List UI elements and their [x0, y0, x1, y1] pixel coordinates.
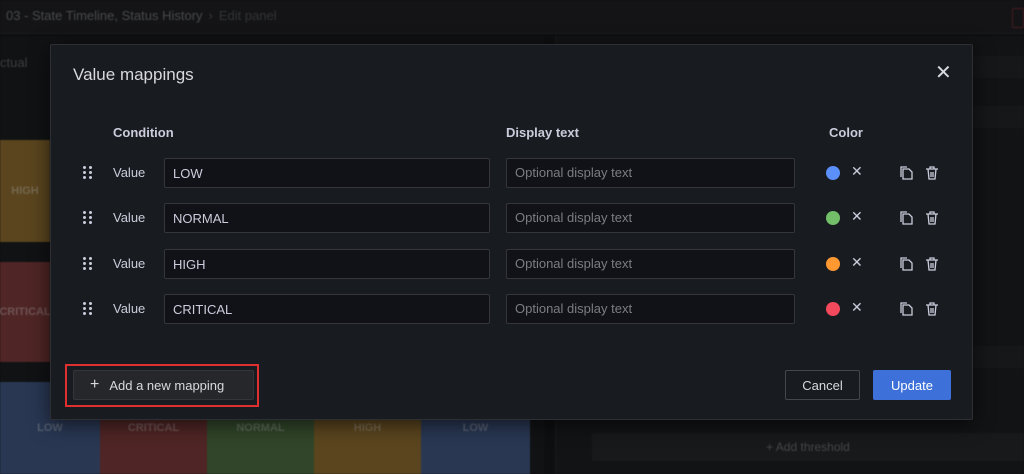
top-bar: 03 - State Timeline, Status History › Edit… — [0, 0, 1024, 34]
drag-handle-icon[interactable] — [83, 166, 93, 180]
display-text-placeholder: Optional display text — [515, 210, 633, 225]
drag-handle-icon[interactable] — [83, 211, 93, 225]
condition-type-label: Value — [113, 165, 146, 180]
mapping-row: Value Optional display text ✕ — [51, 158, 972, 188]
trash-icon[interactable] — [925, 301, 939, 317]
display-text-input[interactable]: Optional display text — [506, 294, 795, 324]
clear-color-icon[interactable]: ✕ — [851, 163, 863, 179]
cancel-button[interactable]: Cancel — [785, 370, 860, 400]
update-button[interactable]: Update — [873, 370, 951, 400]
display-text-input[interactable]: Optional display text — [506, 203, 795, 233]
condition-type-label: Value — [113, 210, 146, 225]
duplicate-icon[interactable] — [899, 301, 913, 317]
condition-value-input[interactable] — [164, 203, 490, 233]
breadcrumb: 03 - State Timeline, Status History › Edit… — [6, 8, 277, 23]
mapping-row: Value Optional display text ✕ — [51, 294, 972, 324]
state-tile: HIGH — [0, 140, 50, 242]
color-swatch[interactable] — [826, 302, 840, 316]
chevron-right-icon: › — [208, 8, 213, 23]
drag-handle-icon[interactable] — [83, 302, 93, 316]
highlight-box — [65, 364, 259, 407]
add-threshold-button[interactable]: + Add threshold — [592, 433, 1024, 461]
display-text-placeholder: Optional display text — [515, 301, 633, 316]
condition-value-input[interactable] — [164, 158, 490, 188]
modal-title: Value mappings — [73, 65, 194, 84]
clear-color-icon[interactable]: ✕ — [851, 299, 863, 315]
close-icon[interactable]: ✕ — [935, 62, 952, 84]
condition-value-input[interactable] — [164, 249, 490, 279]
plus-icon: + — [90, 376, 100, 393]
duplicate-icon[interactable] — [899, 256, 913, 272]
color-swatch[interactable] — [826, 166, 840, 180]
breadcrumb-dashboard[interactable]: 03 - State Timeline, Status History — [6, 8, 203, 23]
add-mapping-button[interactable]: + Add a new mapping — [73, 370, 254, 400]
actual-label: ctual — [0, 55, 28, 70]
duplicate-icon[interactable] — [899, 210, 913, 226]
trash-icon[interactable] — [925, 210, 939, 226]
mapping-row: Value Optional display text ✕ — [51, 203, 972, 233]
mapping-row: Value Optional display text ✕ — [51, 249, 972, 279]
display-text-header: Display text — [506, 125, 579, 140]
duplicate-icon[interactable] — [899, 165, 913, 181]
clear-color-icon[interactable]: ✕ — [851, 254, 863, 270]
display-text-input[interactable]: Optional display text — [506, 249, 795, 279]
condition-header: Condition — [113, 125, 174, 140]
drag-handle-icon[interactable] — [83, 257, 93, 271]
condition-value-input[interactable] — [164, 294, 490, 324]
display-text-placeholder: Optional display text — [515, 165, 633, 180]
color-swatch[interactable] — [826, 257, 840, 271]
value-mappings-modal: Value mappings ✕ Condition Display text … — [50, 44, 973, 420]
trash-icon[interactable] — [925, 165, 939, 181]
display-text-input[interactable]: Optional display text — [506, 158, 795, 188]
breadcrumb-edit-panel: Edit panel — [218, 8, 277, 23]
clear-color-icon[interactable]: ✕ — [851, 208, 863, 224]
display-text-placeholder: Optional display text — [515, 256, 633, 271]
trash-icon[interactable] — [925, 256, 939, 272]
condition-type-label: Value — [113, 301, 146, 316]
color-header: Color — [829, 125, 863, 140]
color-swatch[interactable] — [826, 211, 840, 225]
add-mapping-label: Add a new mapping — [109, 377, 225, 393]
state-tile: CRITICAL — [0, 262, 51, 362]
condition-type-label: Value — [113, 256, 146, 271]
